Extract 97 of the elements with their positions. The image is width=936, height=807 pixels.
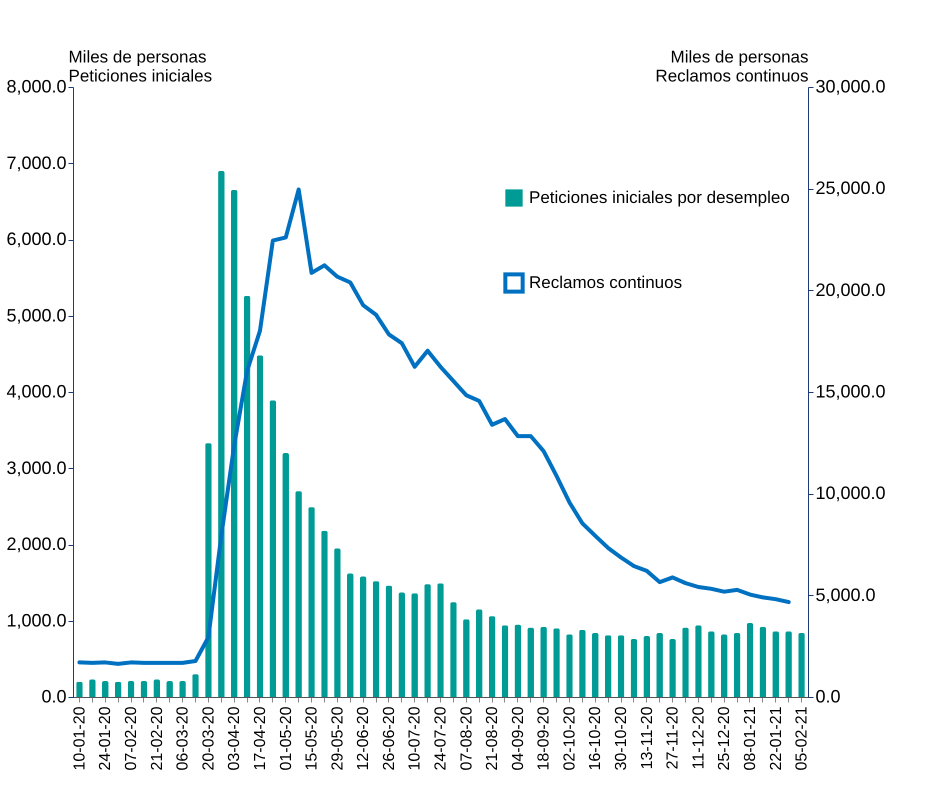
x-tick-label: 05-02-21 [794,706,811,771]
x-tick-label: 29-05-20 [329,706,346,771]
x-tick-label: 02-10-20 [561,706,578,771]
bar [514,624,522,697]
x-tick-label: 24-07-20 [432,706,450,771]
bar [760,626,766,697]
y-tick-label: 8,000.0 [6,76,66,96]
x-tick-label: 21-02-20 [148,706,166,771]
bar [89,679,96,697]
y-tick-label: 4,000.0 [6,382,66,402]
bar [256,355,264,697]
bar [192,674,199,697]
bar [398,592,406,697]
x-tick-label: 12-06-20 [355,706,372,771]
y2-tick-label: 5,000.0 [816,584,876,605]
x-tick-label: 15-05-20 [304,706,321,771]
bar [372,581,380,697]
x-tick-label: 03-04-20 [226,706,244,771]
bar [540,626,547,697]
bar [798,632,805,697]
bar [128,680,134,697]
x-tick-label: 21-08-20 [484,706,502,771]
y-tick-label: 1,000.0 [6,610,66,630]
x-tick-label: 24-01-20 [97,706,114,771]
bar [76,682,83,697]
y2-tick-label: 20,000.0 [816,280,886,300]
bar [321,530,328,697]
bar [154,679,160,697]
bar [463,619,470,697]
x-tick-label: 18-09-20 [536,706,553,771]
bar [618,635,624,697]
y2-tick-label: 10,000.0 [816,483,886,504]
y2-tick-label: 0.0 [816,686,841,706]
x-tick-label: 22-01-21 [768,706,785,771]
y2-tick-label: 30,000.0 [816,76,886,96]
bar [502,625,508,697]
bar [746,623,754,697]
bar [656,632,663,697]
bar [785,631,792,697]
x-tick-label: 20-03-20 [200,706,218,771]
x-tick-label: 11-12-20 [690,706,708,770]
x-tick-label: 08-01-21 [742,706,759,771]
y-axis-title: Miles de personas Peticiones iniciales [68,48,212,86]
legend-label: Reclamos continuos [529,273,682,292]
y-tick-label: 0.0 [41,686,66,706]
bar [604,635,612,697]
x-tick-label: 16-10-20 [587,706,604,771]
y-tick-label: 2,000.0 [6,534,66,554]
bar [334,548,341,697]
bar [708,631,715,697]
bar [553,628,560,697]
y-tick-label: 6,000.0 [6,229,66,249]
bar [437,583,444,697]
legend-label: Peticiones iniciales por desempleo [529,188,790,207]
bar [360,576,366,697]
bar [114,682,122,697]
y2-axis-title: Miles de personas Reclamos continuos [655,48,808,86]
x-tick-label: 01-05-20 [278,706,295,771]
bar [411,593,418,697]
bar [270,400,276,697]
x-tick-label: 30-10-20 [613,706,630,771]
x-tick-label: 04-09-20 [510,706,527,771]
bar [179,680,186,697]
bar [734,632,740,697]
bar [579,630,586,697]
bar [488,616,496,697]
line-series [77,187,791,666]
bar [566,634,573,697]
bar [669,639,676,697]
x-tick-label: 10-07-20 [406,706,424,771]
y-tick-label: 3,000.0 [6,458,66,478]
bar [476,609,482,697]
x-tick-label: 27-11-20 [664,706,682,770]
x-tick-label: 25-12-20 [716,706,734,771]
bar [140,680,148,697]
bar [450,602,457,697]
bar [166,680,173,697]
bar [720,634,728,697]
y-tick-label: 5,000.0 [6,305,66,326]
x-tick-label: 07-08-20 [458,706,476,771]
x-tick-label: 06-03-20 [174,706,192,771]
y2-tick-label: 15,000.0 [816,382,886,402]
x-tick-label: 07-02-20 [123,706,140,771]
bar [295,491,302,697]
bar [386,586,392,697]
bar [630,639,638,697]
bar [308,507,315,697]
x-tick-label: 17-04-20 [252,706,269,771]
bar [695,625,702,697]
y2-tick-label: 25,000.0 [816,178,886,198]
y-tick-label: 7,000.0 [6,152,66,173]
bar [644,636,650,697]
x-tick-label: 13-11-20 [638,706,656,770]
bar [682,628,689,697]
x-tick-label: 26-06-20 [380,706,398,771]
bar [424,584,431,697]
x-tick-label: 10-01-20 [71,706,88,771]
